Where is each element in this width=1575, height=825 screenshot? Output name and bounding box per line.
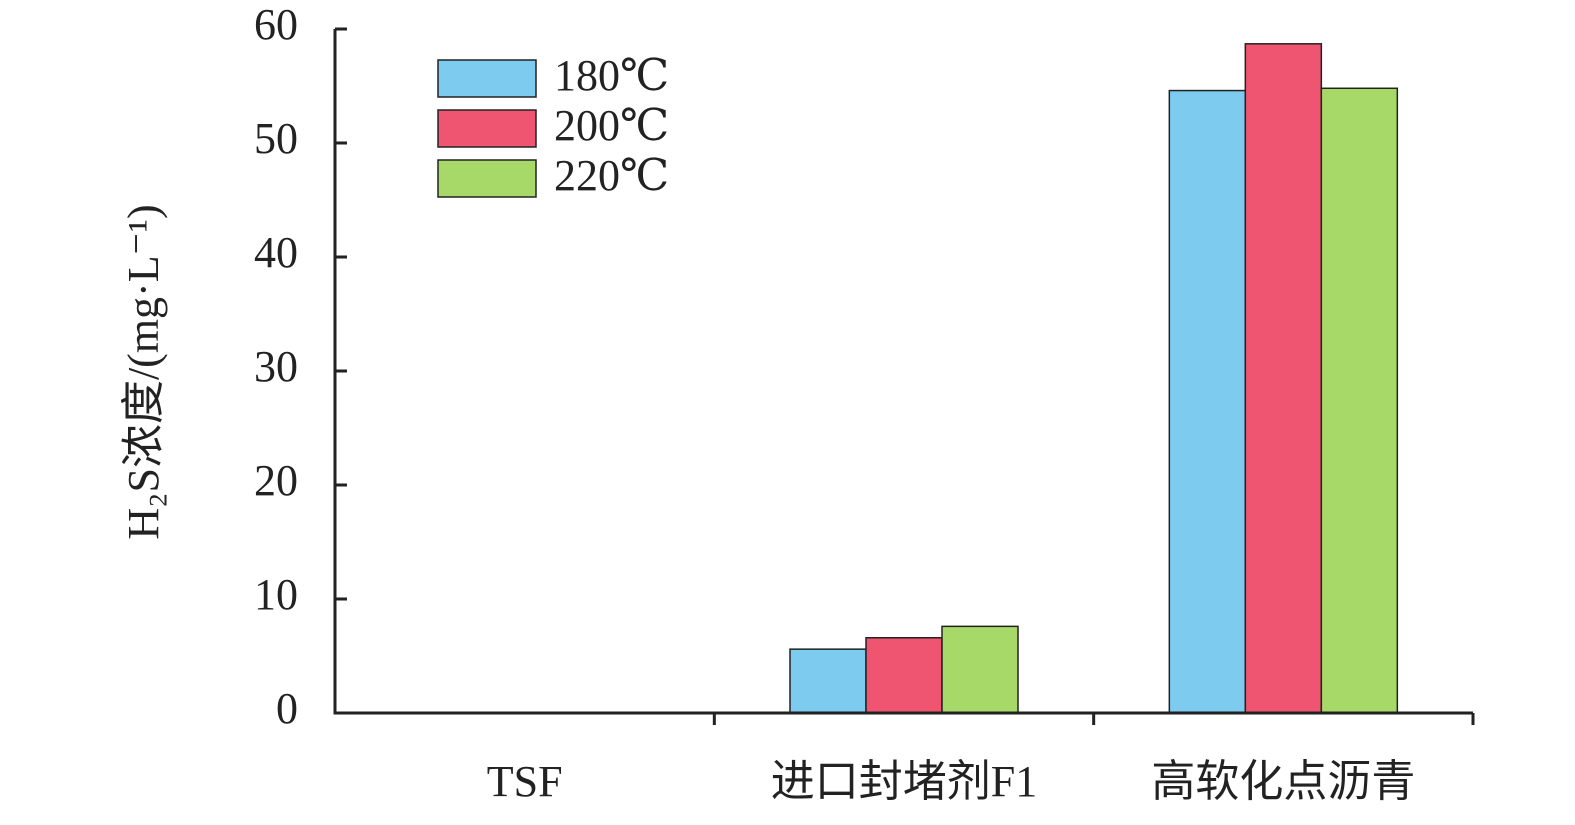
y-tick-label: 40 — [254, 228, 298, 277]
bar — [941, 625, 1019, 714]
legend-label: 200℃ — [554, 101, 669, 150]
bar — [789, 648, 867, 714]
y-tick-label: 10 — [254, 570, 298, 619]
y-tick-label: 60 — [254, 0, 298, 49]
x-tick-label: 高软化点沥青 — [1151, 757, 1415, 806]
legend-swatch — [437, 59, 537, 98]
y-axis-label: H₂S浓度/(mg·L⁻¹) — [119, 204, 168, 539]
y-tick-label: 30 — [254, 342, 298, 391]
bar — [1168, 89, 1247, 714]
x-tick-label: TSF — [487, 757, 563, 806]
legend-label: 220℃ — [554, 151, 669, 200]
bar — [1320, 87, 1399, 714]
legend-swatch — [437, 159, 537, 198]
legend-label: 180℃ — [554, 51, 669, 100]
bar — [1244, 43, 1323, 714]
y-tick-label: 0 — [276, 684, 298, 733]
y-tick-label: 20 — [254, 456, 298, 505]
legend-swatch — [437, 109, 537, 148]
y-tick-label: 50 — [254, 114, 298, 163]
x-tick-label: 进口封堵剂F1 — [771, 757, 1037, 806]
bar — [865, 637, 943, 714]
